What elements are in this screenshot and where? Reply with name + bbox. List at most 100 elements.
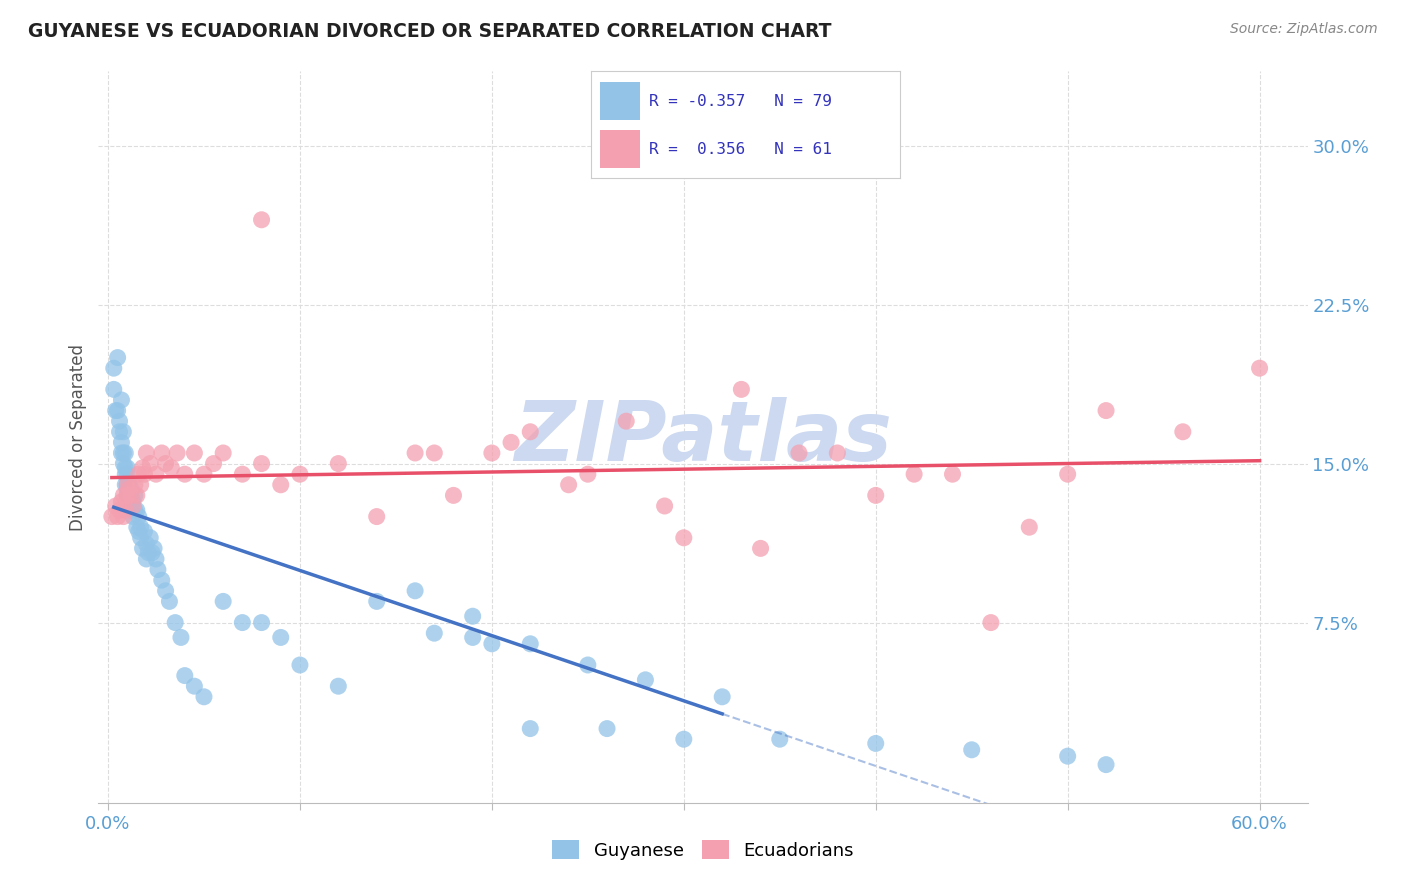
Point <box>128 467 150 482</box>
Bar <box>600 82 640 120</box>
Point <box>114 460 136 475</box>
Point <box>150 573 173 587</box>
Point <box>120 503 142 517</box>
Point <box>288 467 311 482</box>
Point <box>135 537 157 551</box>
Point <box>288 658 311 673</box>
Point <box>672 531 695 545</box>
Point <box>112 457 135 471</box>
Point <box>827 446 849 460</box>
Point <box>110 435 132 450</box>
Point <box>212 594 235 608</box>
Point <box>576 467 599 482</box>
Point <box>193 690 215 704</box>
Point <box>270 477 292 491</box>
Text: Source: ZipAtlas.com: Source: ZipAtlas.com <box>1230 22 1378 37</box>
Point <box>115 482 138 496</box>
Point <box>1095 757 1118 772</box>
Point <box>103 383 125 397</box>
Point <box>212 446 235 460</box>
Point <box>1095 403 1118 417</box>
Point <box>122 494 145 508</box>
Point <box>231 615 253 630</box>
Point <box>120 488 142 502</box>
Point <box>114 446 136 460</box>
Point <box>101 509 124 524</box>
Text: R =  0.356   N = 61: R = 0.356 N = 61 <box>650 142 832 157</box>
Point <box>120 482 142 496</box>
Y-axis label: Divorced or Separated: Divorced or Separated <box>69 343 87 531</box>
Point <box>769 732 792 747</box>
Point <box>115 477 138 491</box>
Point <box>114 503 136 517</box>
Point <box>730 383 752 397</box>
Point <box>125 488 148 502</box>
Point <box>114 467 136 482</box>
Point <box>960 743 983 757</box>
Point <box>110 494 132 508</box>
Point <box>135 446 157 460</box>
Point <box>165 615 187 630</box>
Point <box>125 520 148 534</box>
Point <box>129 520 152 534</box>
Point <box>145 467 167 482</box>
Point <box>112 425 135 439</box>
Point <box>461 631 484 645</box>
Point <box>118 482 141 496</box>
Point <box>250 212 273 227</box>
Point <box>231 467 253 482</box>
Point <box>749 541 772 556</box>
Point <box>124 503 146 517</box>
Point <box>112 509 135 524</box>
Point <box>115 488 138 502</box>
Point <box>159 594 181 608</box>
Point <box>129 477 152 491</box>
Point <box>107 403 129 417</box>
Point <box>128 509 150 524</box>
Point <box>115 467 138 482</box>
Point <box>115 477 138 491</box>
Point <box>1018 520 1040 534</box>
Point <box>519 637 541 651</box>
Point <box>443 488 465 502</box>
Point <box>1056 749 1078 764</box>
Point <box>711 690 734 704</box>
Point <box>141 546 163 560</box>
Point <box>108 425 131 439</box>
Point <box>404 446 426 460</box>
Point <box>150 446 173 460</box>
Point <box>124 488 146 502</box>
Point <box>519 425 541 439</box>
Point <box>366 594 388 608</box>
Point <box>135 552 157 566</box>
Point <box>143 541 166 556</box>
Point <box>173 467 195 482</box>
Point <box>787 446 810 460</box>
Point <box>118 477 141 491</box>
Point <box>328 679 350 693</box>
Point <box>202 457 225 471</box>
Point <box>1056 467 1078 482</box>
Point <box>614 414 637 428</box>
Point <box>941 467 963 482</box>
Point <box>250 457 273 471</box>
Point <box>155 583 177 598</box>
Text: GUYANESE VS ECUADORIAN DIVORCED OR SEPARATED CORRELATION CHART: GUYANESE VS ECUADORIAN DIVORCED OR SEPAR… <box>28 22 831 41</box>
Point <box>112 446 135 460</box>
Point <box>980 615 1002 630</box>
Point <box>576 658 599 673</box>
Point <box>170 631 193 645</box>
Point <box>1249 361 1271 376</box>
Point <box>115 460 138 475</box>
Point <box>1171 425 1194 439</box>
Point <box>865 488 887 502</box>
Point <box>108 503 131 517</box>
Point <box>108 414 131 428</box>
Point <box>865 736 887 750</box>
Point <box>499 435 522 450</box>
Point <box>423 446 446 460</box>
Point <box>122 499 145 513</box>
Text: R = -0.357   N = 79: R = -0.357 N = 79 <box>650 94 832 109</box>
Point <box>110 446 132 460</box>
Point <box>125 503 148 517</box>
